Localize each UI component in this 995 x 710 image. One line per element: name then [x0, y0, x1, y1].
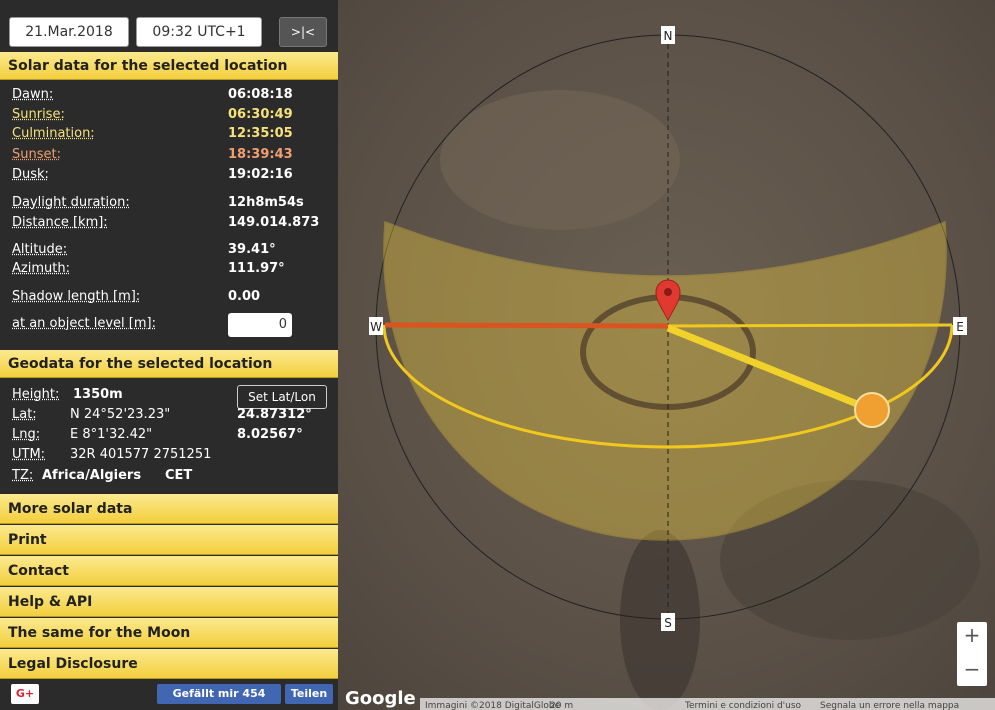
- zoom-in[interactable]: +: [964, 623, 981, 647]
- geo-decimal: 24.87312°: [237, 407, 312, 422]
- data-label: Sunrise:: [12, 107, 65, 122]
- data-value: 12:35:05: [228, 126, 293, 141]
- now-button[interactable]: >|<: [279, 17, 327, 47]
- geo-decimal: 8.02567°: [237, 427, 303, 442]
- time-input[interactable]: 09:32 UTC+1: [136, 17, 262, 47]
- data-label: Dusk:: [12, 167, 49, 182]
- set-latlon-button[interactable]: Set Lat/Lon: [237, 385, 327, 409]
- section-header[interactable]: More solar data: [0, 494, 338, 524]
- geo-utm: 32R 401577 2751251: [70, 447, 211, 462]
- geo-label: Height:: [12, 387, 59, 402]
- report-link[interactable]: Segnala un errore nella mappa: [820, 701, 959, 710]
- data-value: 18:39:43: [228, 147, 293, 162]
- data-label: Altitude:: [12, 242, 67, 257]
- terms-link[interactable]: Termini e condizioni d'uso: [684, 701, 802, 710]
- section-header[interactable]: Print: [0, 525, 338, 555]
- map: N S W E + − Google Immagini ©2018 DigitalGlobe2…: [338, 0, 995, 710]
- data-label: Dawn:: [12, 87, 53, 102]
- data-value: 111.97°: [228, 261, 285, 276]
- geo-label: UTM:: [12, 447, 45, 462]
- geo-label: Lat:: [12, 407, 37, 422]
- attribution: Immagini ©2018 DigitalGlobe: [425, 701, 561, 710]
- compass-label: W: [370, 320, 382, 334]
- page: 21.Mar.201809:32 UTC+1 >|< Solar data for …: [0, 0, 995, 710]
- sun-position: [855, 393, 889, 427]
- map-scale: 20 m: [550, 701, 573, 710]
- geo-value: 1350m: [73, 387, 123, 402]
- sunrise-direction: [385, 325, 668, 326]
- data-label: Daylight duration:: [12, 195, 130, 210]
- data-value: 06:30:49: [228, 107, 293, 122]
- section-header[interactable]: Legal Disclosure: [0, 649, 338, 679]
- compass-label: S: [664, 616, 672, 630]
- data-label: Distance [km]:: [12, 215, 108, 230]
- data-label: Sunset:: [12, 147, 61, 162]
- data-value: 06:08:18: [228, 87, 293, 102]
- section-header[interactable]: Contact: [0, 556, 338, 586]
- gplus-button[interactable]: G+: [11, 684, 39, 704]
- geo-dms: E 8°1'32.42": [70, 427, 152, 442]
- data-value: 149.014.873: [228, 215, 319, 230]
- geo-label: Lng:: [12, 427, 40, 442]
- section-header[interactable]: Help & API: [0, 587, 338, 617]
- terrain: [440, 90, 680, 230]
- compass-label: E: [956, 320, 964, 334]
- section-header[interactable]: Geodata for the selected location: [0, 350, 338, 378]
- marker-dot: [664, 288, 672, 296]
- zoom-out[interactable]: −: [964, 657, 981, 681]
- google-logo: Google: [345, 688, 416, 709]
- data-label: Culmination:: [12, 126, 95, 141]
- geo-label: TZ:: [12, 468, 33, 483]
- geo-timezone-abbr: CET: [165, 468, 192, 483]
- share-button[interactable]: Teilen: [285, 684, 333, 704]
- data-value: 0.00: [228, 289, 260, 304]
- geo-timezone: Africa/Algiers: [42, 468, 141, 483]
- section-header[interactable]: Solar data for the selected location: [0, 52, 338, 80]
- compass-label: N: [664, 29, 673, 43]
- terrain: [620, 530, 700, 710]
- data-label: at an object level [m]:: [12, 316, 156, 331]
- section-header[interactable]: The same for the Moon: [0, 618, 338, 648]
- data-label: Azimuth:: [12, 261, 70, 276]
- object-level-input[interactable]: 0: [228, 313, 292, 337]
- data-label: Shadow length [m]:: [12, 289, 140, 304]
- data-value: 19:02:16: [228, 167, 293, 182]
- geo-dms: N 24°52'23.23": [70, 407, 170, 422]
- data-value: 12h8m54s: [228, 195, 304, 210]
- like-button[interactable]: Gefällt mir 454: [157, 684, 281, 704]
- date-input[interactable]: 21.Mar.2018: [9, 17, 129, 47]
- data-value: 39.41°: [228, 242, 276, 257]
- sunset-direction: [668, 325, 952, 326]
